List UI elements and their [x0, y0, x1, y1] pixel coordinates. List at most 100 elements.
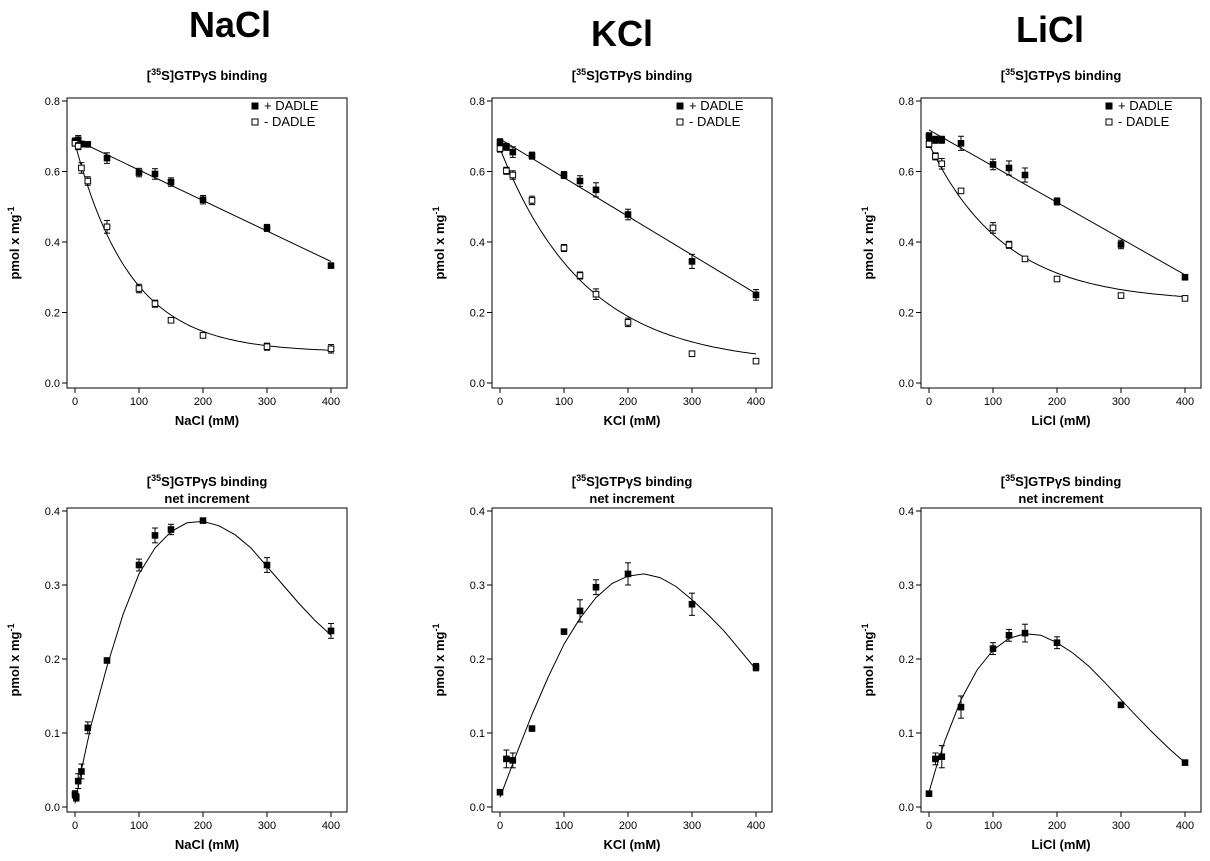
y-tick-label: 0.0: [470, 378, 485, 390]
data-point: [151, 532, 159, 539]
chart-title: [35S]GTPγS binding: [572, 67, 693, 83]
x-tick-label: 200: [1048, 396, 1066, 408]
y-tick-label: 0.2: [899, 308, 914, 320]
data-point: [509, 757, 517, 764]
x-tick-label: 400: [322, 396, 340, 408]
x-tick-label: 200: [619, 396, 637, 408]
x-tick-label: 200: [194, 396, 212, 408]
data-point: [560, 171, 568, 179]
data-point: [989, 161, 997, 168]
data-point: [932, 755, 939, 763]
chart-panel-nacl-binding: [35S]GTPγS binding 0 100 200 300 400 0.0 0.2 0.4…: [6, 67, 348, 428]
data-point: [327, 262, 335, 269]
x-tick-label: 0: [497, 820, 503, 832]
x-tick-label: 300: [258, 396, 276, 408]
data-point: [1005, 632, 1013, 639]
data-point: [503, 143, 510, 151]
data-point: [1117, 701, 1125, 709]
legend-marker: [1105, 118, 1113, 126]
plot-frame: [491, 97, 773, 389]
data-point: [72, 794, 80, 801]
fit-line: [74, 143, 332, 351]
fit-line: [499, 148, 757, 355]
data-point: [938, 136, 946, 144]
x-tick-label: 400: [322, 820, 340, 832]
chart-panel-licl-net-increment: [35S]GTPγS binding net increment 0 100 200 30…: [860, 473, 1202, 852]
data-point: [1021, 629, 1029, 637]
data-point: [151, 300, 159, 307]
data-point: [957, 187, 965, 195]
x-tick-label: 400: [747, 396, 765, 408]
y-tick-label: 0.0: [470, 802, 485, 814]
y-tick-label: 0.8: [899, 96, 914, 108]
y-tick-label: 0.1: [470, 728, 485, 740]
data-point: [103, 154, 111, 162]
data-point: [957, 703, 965, 711]
x-tick-label: 200: [194, 820, 212, 832]
data-point: [167, 526, 175, 533]
fit-line: [499, 573, 757, 798]
y-tick-label: 0.1: [899, 728, 914, 740]
data-point: [103, 657, 111, 664]
data-point: [1005, 164, 1013, 172]
fit-line: [74, 520, 332, 804]
x-tick-label: 200: [619, 820, 637, 832]
data-point: [263, 224, 271, 232]
chart-panel-kcl-net-increment: [35S]GTPγS binding net increment 0 100 200 30…: [431, 473, 773, 852]
legend-label: + DADLE: [1118, 98, 1173, 113]
data-point: [989, 224, 997, 232]
chart-title: [35S]GTPγS binding: [1001, 67, 1122, 83]
data-point: [1053, 198, 1061, 205]
x-axis-label: LiCl (mM): [1031, 413, 1090, 428]
data-point: [925, 140, 933, 148]
chart-title: [35S]GTPγS binding: [572, 473, 693, 489]
legend-marker: [251, 102, 259, 110]
data-point: [938, 753, 946, 760]
y-tick-label: 0.2: [45, 308, 60, 320]
legend-label: - DADLE: [264, 114, 316, 129]
x-tick-label: 300: [258, 820, 276, 832]
y-tick-label: 0.8: [45, 96, 60, 108]
y-tick-label: 0.6: [470, 167, 485, 179]
data-point: [1021, 171, 1029, 179]
data-point: [688, 600, 696, 608]
column-title-licl: LiCl: [1016, 9, 1084, 50]
data-point: [528, 725, 536, 732]
data-point: [1181, 759, 1189, 766]
chart-subtitle: net increment: [164, 491, 250, 506]
data-point: [199, 332, 207, 339]
fit-line: [928, 143, 1186, 298]
data-point: [199, 517, 207, 524]
data-point: [74, 142, 82, 150]
y-tick-label: 0.3: [899, 580, 914, 592]
y-tick-label: 0.4: [45, 506, 60, 518]
y-axis-label: pmol x mg-1: [6, 623, 22, 696]
data-point: [576, 607, 584, 615]
data-point: [624, 319, 632, 326]
x-tick-label: 200: [1048, 820, 1066, 832]
data-point: [576, 272, 584, 279]
y-axis-label: pmol x mg-1: [431, 206, 447, 279]
data-point: [78, 768, 85, 775]
chart-subtitle: net increment: [589, 491, 675, 506]
y-tick-label: 0.6: [899, 167, 914, 179]
x-axis-label: NaCl (mM): [175, 413, 239, 428]
y-tick-label: 0.3: [470, 580, 485, 592]
y-tick-label: 0.0: [899, 378, 914, 390]
data-point: [84, 141, 92, 148]
y-tick-label: 0.2: [470, 308, 485, 320]
y-tick-label: 0.6: [45, 167, 60, 179]
data-point: [932, 136, 939, 144]
data-point: [1117, 241, 1125, 248]
x-tick-label: 100: [984, 396, 1002, 408]
x-tick-label: 0: [72, 396, 78, 408]
data-point: [989, 645, 997, 652]
data-point: [1181, 273, 1189, 281]
y-tick-label: 0.2: [45, 654, 60, 666]
x-tick-label: 100: [130, 820, 148, 832]
data-point: [752, 357, 760, 365]
data-point: [74, 777, 82, 785]
y-tick-label: 0.8: [470, 96, 485, 108]
fit-line: [928, 633, 1186, 793]
